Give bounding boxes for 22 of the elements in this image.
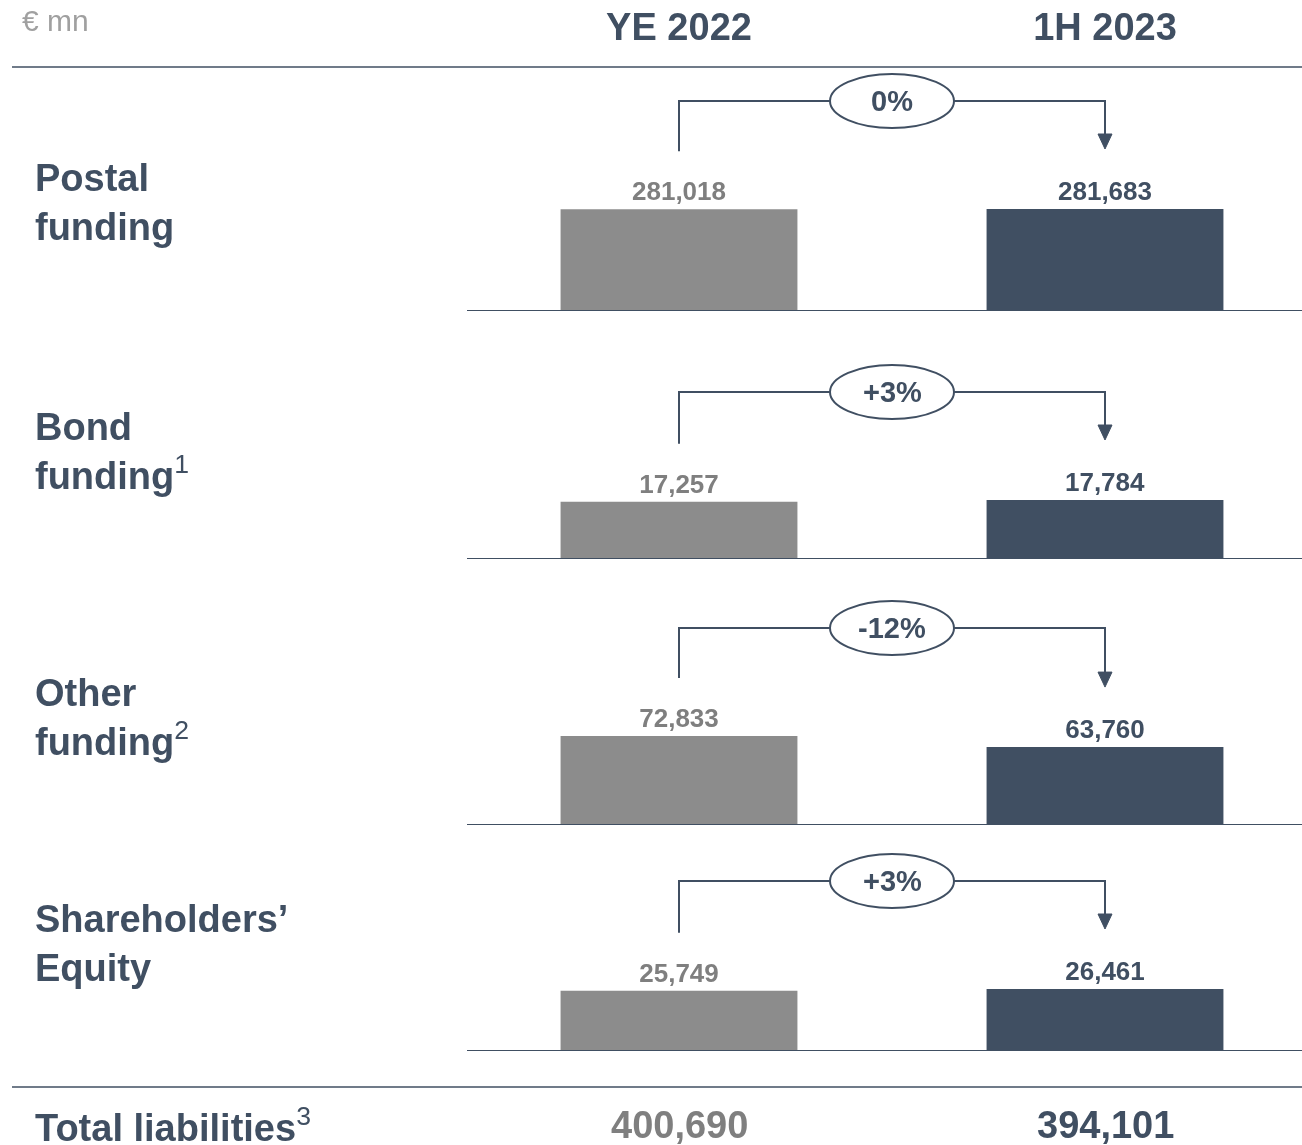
text: +3% <box>863 865 923 897</box>
data-label: 26,461 <box>1065 956 1145 986</box>
text: € mn <box>22 4 89 37</box>
x-tick-label: 1H 2023 <box>1033 6 1177 49</box>
text: 394,101 <box>1037 1104 1175 1145</box>
y-axis-title: Other funding$^{2}$ <box>35 672 190 764</box>
text: Total liabilities$^{3}$ <box>35 1101 311 1145</box>
x-tick-label: YE 2022 <box>606 6 752 49</box>
text: 0% <box>871 85 914 117</box>
data-label: 281,018 <box>632 176 726 207</box>
y-axis-title: Shareholders’ Equity <box>35 898 289 990</box>
data-label: 72,833 <box>639 703 719 733</box>
data-label: 63,760 <box>1065 714 1145 745</box>
y-axis-title: Bond funding$^{1}$ <box>35 406 190 498</box>
y-axis-title: Postal funding <box>35 157 175 249</box>
text: +3% <box>863 376 923 408</box>
data-label: 17,784 <box>1064 467 1146 497</box>
data-label: 281,683 <box>1058 176 1152 206</box>
data-label: 17,257 <box>639 468 719 499</box>
text: 400,690 <box>611 1104 749 1145</box>
text: -12% <box>858 612 926 644</box>
data-label: 25,749 <box>639 957 719 988</box>
